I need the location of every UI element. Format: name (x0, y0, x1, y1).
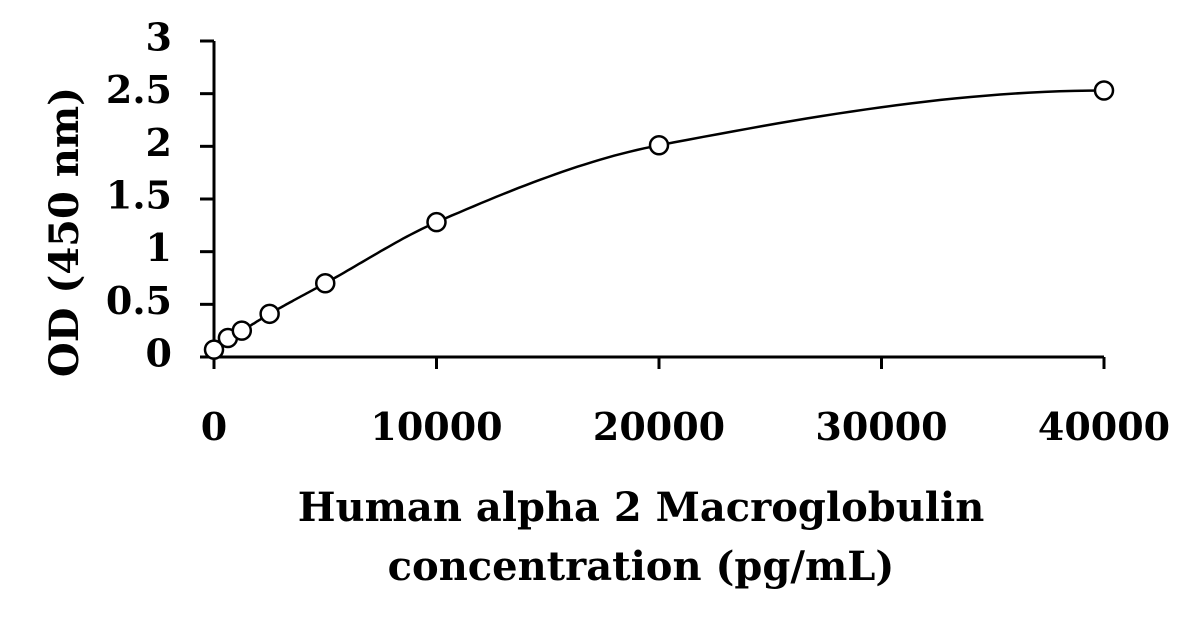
axes (212, 41, 1104, 359)
x-tick-label: 40000 (1038, 404, 1170, 449)
y-tick-label: 3 (146, 15, 172, 60)
x-tick-label: 0 (201, 404, 227, 449)
data-point (231, 320, 253, 341)
data-points (203, 80, 1115, 360)
x-axis-title-line-1: Human alpha 2 Macroglobulin (298, 484, 985, 531)
x-tick-label: 20000 (593, 404, 725, 449)
y-tick-label: 1.5 (106, 173, 172, 218)
y-tick-label: 0 (146, 331, 172, 376)
x-tick-label: 10000 (370, 404, 502, 449)
data-point (315, 273, 336, 294)
y-ticks: 0 0.5 1 1.5 2 2.5 3 (106, 15, 214, 376)
y-tick-label: 2 (146, 120, 172, 165)
data-point (1093, 80, 1115, 101)
y-tick-label: 0.5 (106, 278, 172, 323)
x-tick-label: 30000 (815, 404, 947, 449)
fit-curve (213, 89, 1105, 351)
y-axis-title: OD (450 nm) (41, 87, 88, 377)
data-point (426, 211, 447, 233)
x-ticks: 0 10000 20000 30000 40000 (201, 357, 1170, 449)
y-tick-label: 2.5 (106, 67, 172, 112)
x-axis-title-line-2: concentration (pg/mL) (388, 543, 895, 590)
data-point (203, 339, 225, 360)
data-point (259, 303, 280, 325)
data-point (648, 135, 670, 156)
plot-area (203, 80, 1115, 360)
y-tick-label: 1 (146, 225, 172, 270)
